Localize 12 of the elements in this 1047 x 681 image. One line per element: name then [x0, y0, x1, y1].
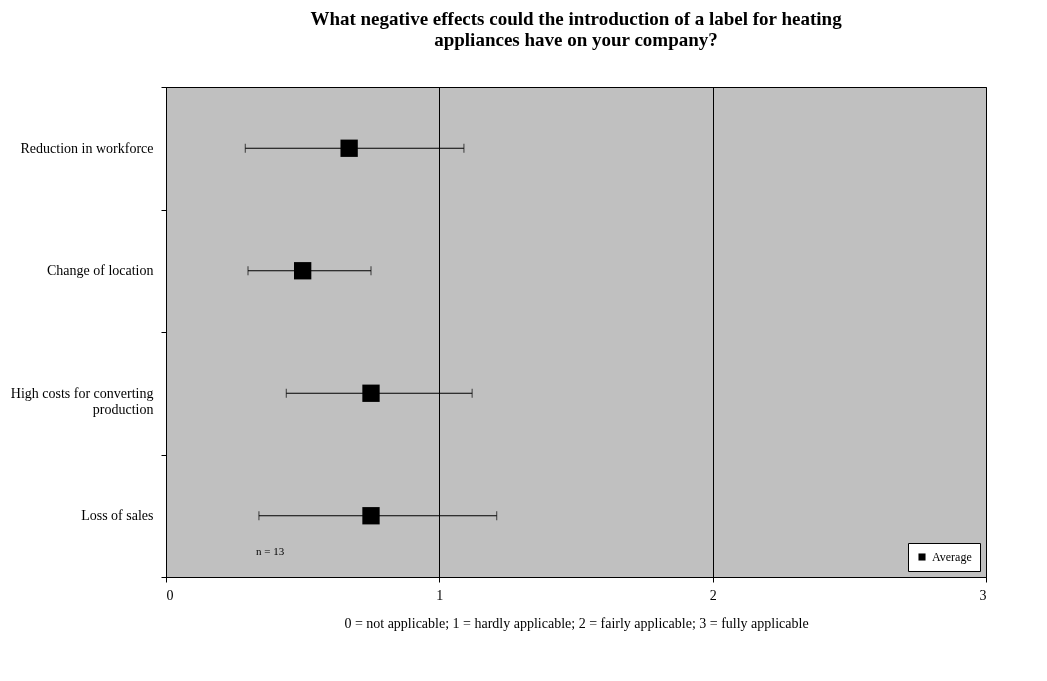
x-tick-label: 3 — [979, 587, 987, 603]
x-axis-title: 0 = not applicable; 1 = hardly applicable; 2 = fairly applicable; 3 = fully applicable — [344, 615, 809, 631]
legend-label: Average — [932, 550, 972, 564]
chart-title: What negative effects could the introduction of a label for heating appliances have on your company? — [310, 8, 843, 50]
y-tick-label: Loss of sales — [81, 508, 154, 524]
y-tick-label: High costs for converting production — [10, 385, 154, 417]
x-tick-label: 0 — [166, 587, 174, 603]
y-tick-label: Reduction in workforce — [20, 140, 154, 156]
x-tick-label: 1 — [436, 587, 444, 603]
annotation: n = 13 — [256, 545, 285, 557]
x-tick-label: 2 — [709, 587, 717, 603]
y-tick-label: Change of location — [46, 263, 154, 279]
